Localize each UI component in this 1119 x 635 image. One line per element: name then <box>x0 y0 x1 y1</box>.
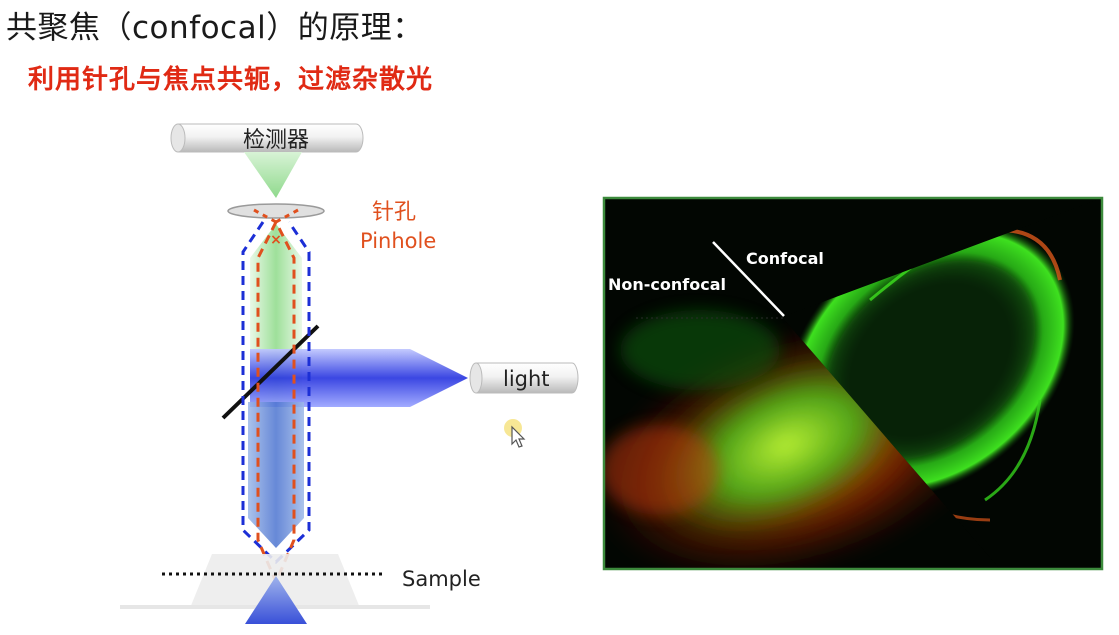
confocal-divider-line <box>712 241 785 317</box>
light-source <box>469 362 579 394</box>
excitation-beam <box>250 349 468 407</box>
confocal-label: Confocal <box>746 249 824 268</box>
pinhole-label-en: Pinhole <box>360 229 436 253</box>
detector <box>170 123 364 153</box>
page-title: 共聚焦（confocal）的原理： <box>6 10 424 46</box>
pinhole-plate <box>227 203 325 219</box>
focus-cone <box>245 576 307 624</box>
pinhole-label-cn: 针孔 <box>372 200 416 225</box>
light-label: light <box>503 367 550 391</box>
focal-mark-icon: × <box>270 232 282 248</box>
nonconfocal-label: Non-confocal <box>608 275 726 294</box>
emission-cone <box>244 152 302 198</box>
dichroic-mirror <box>221 324 320 420</box>
page-subtitle: 利用针孔与焦点共轭，过滤杂散光 <box>28 65 434 95</box>
micrograph <box>602 196 1104 571</box>
sample-label: Sample <box>402 567 481 591</box>
mouse-cursor-icon <box>504 419 526 448</box>
detector-label: 检测器 <box>243 128 309 153</box>
objective-beam <box>248 402 304 548</box>
